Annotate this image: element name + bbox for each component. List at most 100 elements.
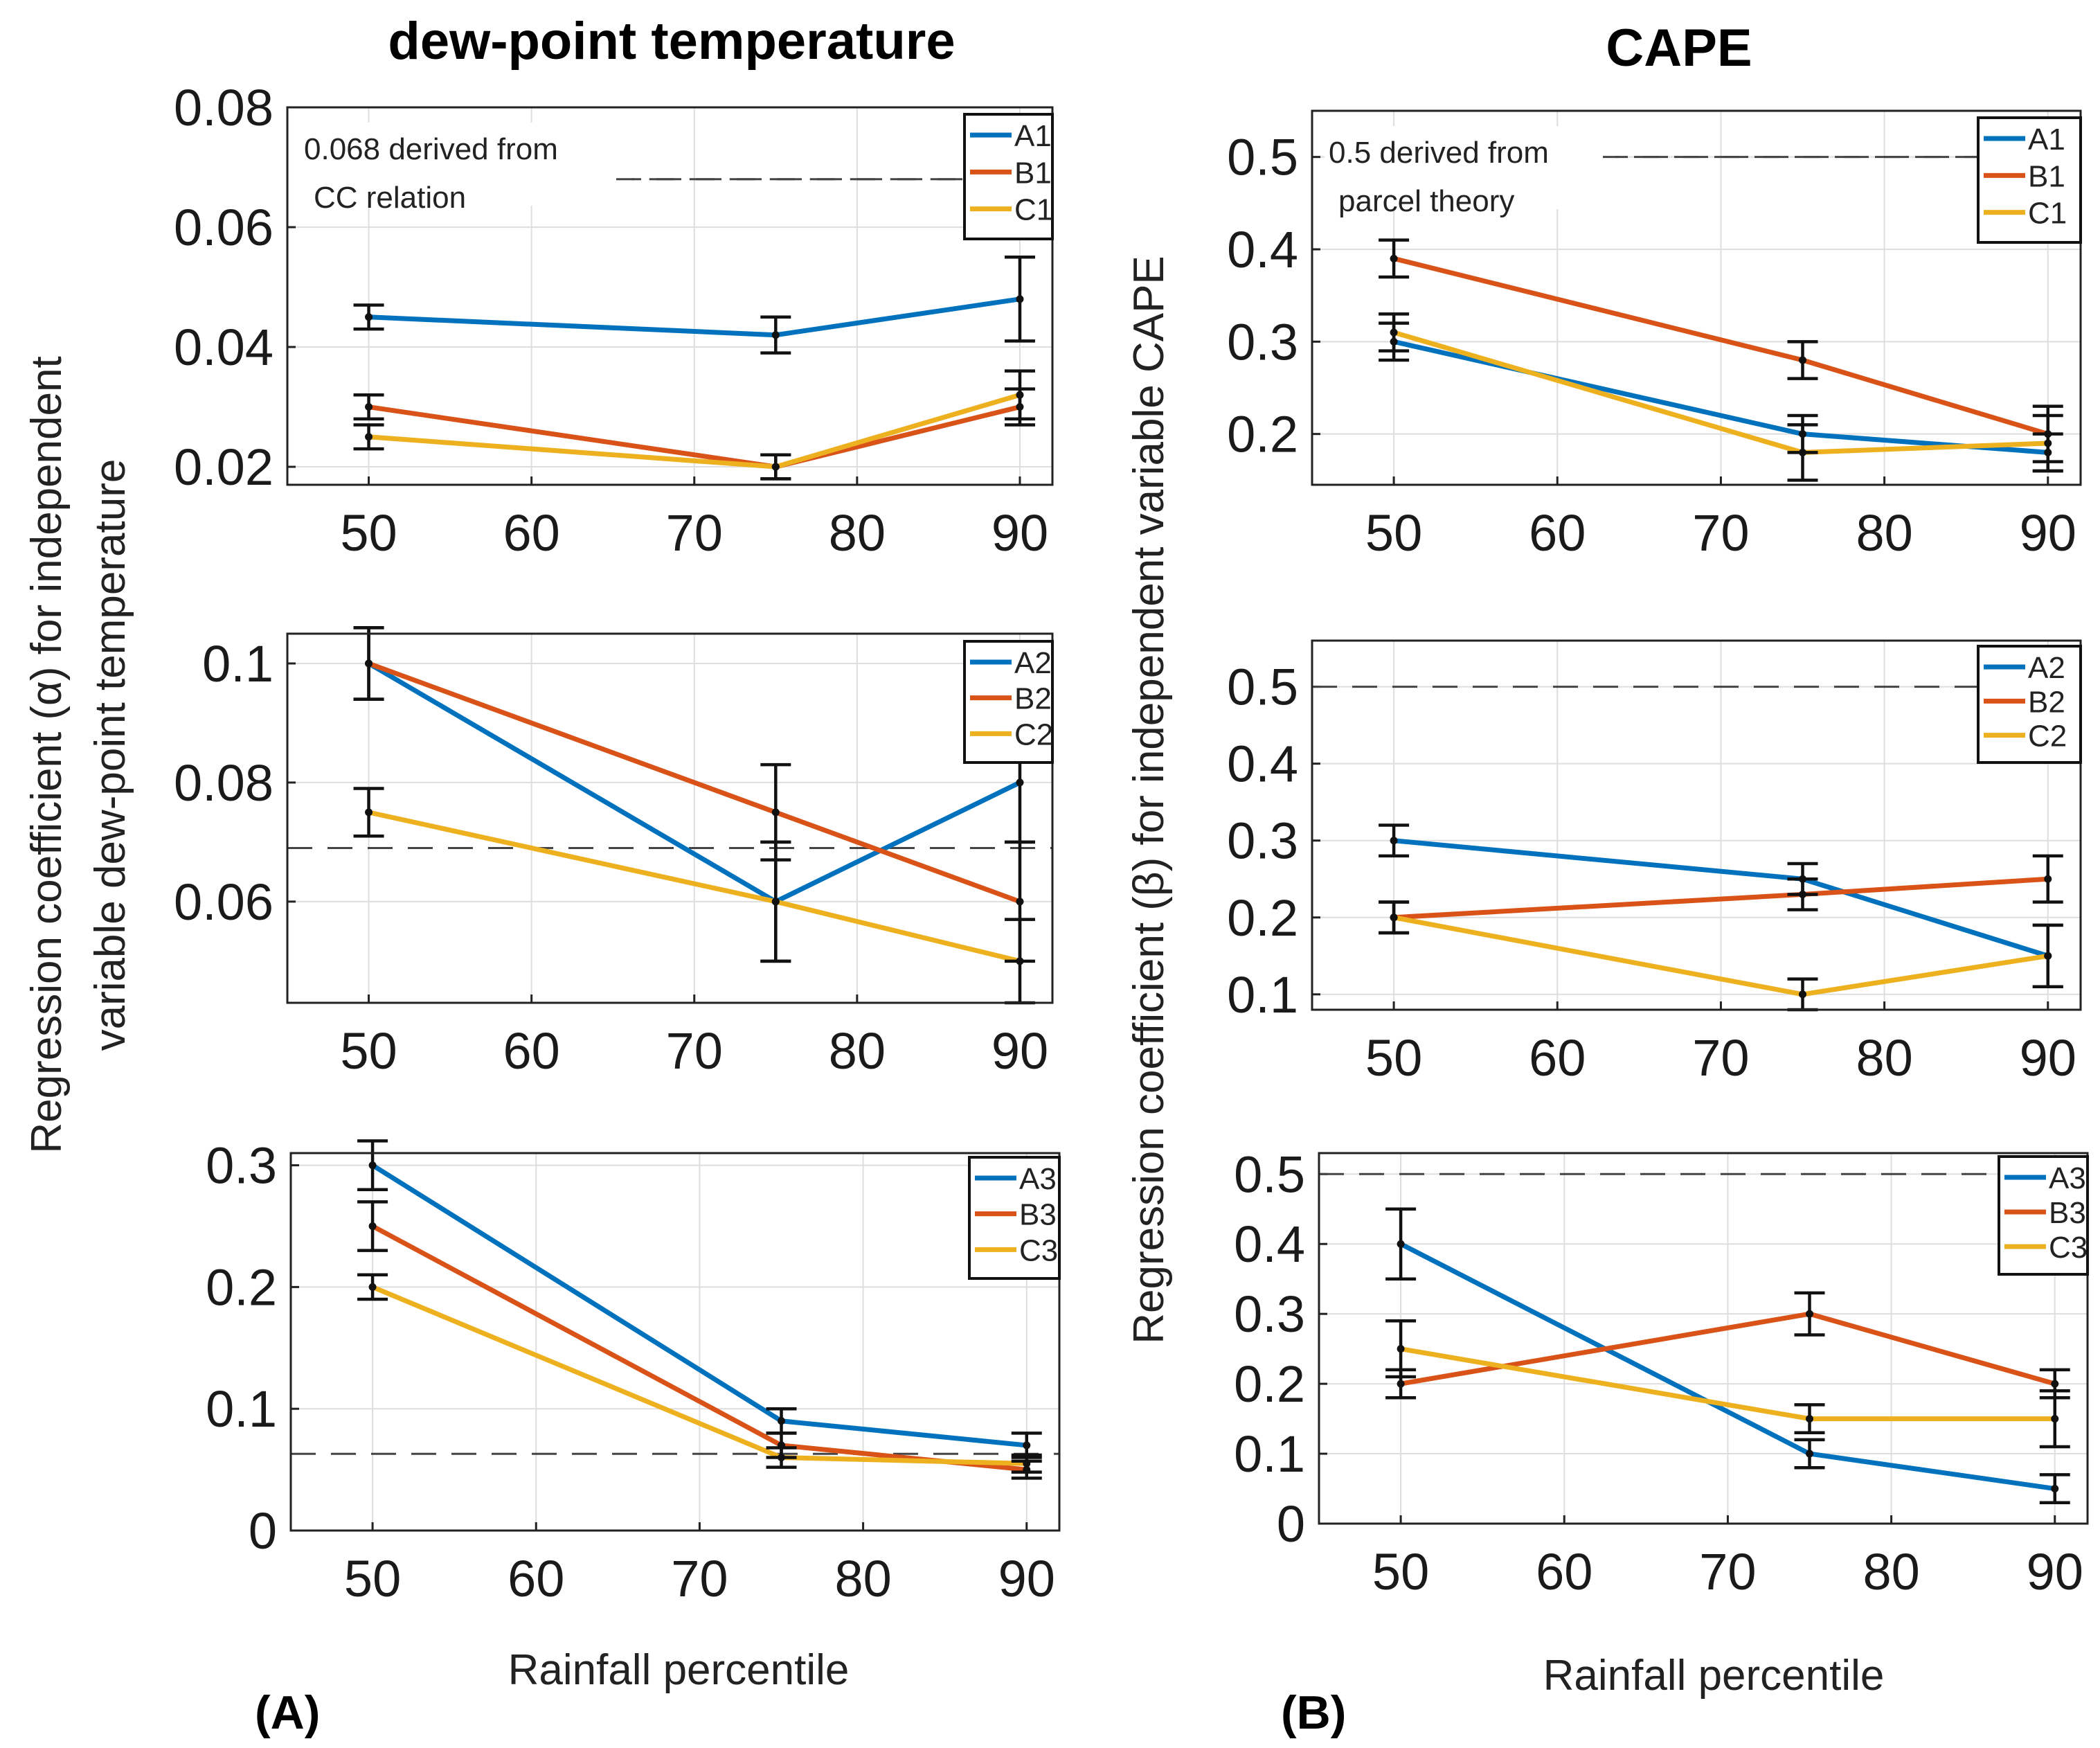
axes-frame	[1311, 639, 2082, 1011]
axes-frame	[286, 106, 1054, 486]
x-tick-label: 70	[666, 1022, 723, 1080]
data-point-A2	[1016, 778, 1024, 787]
data-point-A1	[771, 331, 780, 339]
legend-label-C1: C1	[2028, 197, 2067, 231]
y-tick-label: 0.4	[1234, 1215, 1305, 1273]
x-tick-label: 60	[1529, 1029, 1586, 1087]
y-tick-label: 0	[249, 1502, 277, 1560]
axes-frame	[1311, 109, 2082, 486]
x-tick-label: 60	[1529, 504, 1586, 562]
y-tick-label: 0.2	[1234, 1355, 1305, 1413]
x-tick-label: 80	[829, 504, 886, 562]
legend-label-B1: B1	[2028, 159, 2065, 193]
y-tick-label: 0.08	[174, 754, 273, 812]
axes-frame	[286, 632, 1054, 1004]
x-tick-label: 60	[503, 504, 560, 562]
legend-label-C2: C2	[1014, 717, 1053, 751]
panel-label-a: (A)	[255, 1686, 320, 1739]
subplots: 50 60 70 80 90 0.02 0.04 0.06 0.08 0.068 derived …	[174, 79, 2089, 1607]
y-tick-label: 0.1	[1227, 966, 1298, 1024]
x-tick-label: 90	[2020, 504, 2076, 562]
data-point-C1	[1390, 328, 1398, 337]
x-tick-label: 90	[998, 1550, 1055, 1607]
y-tick-label: 0	[1277, 1495, 1305, 1553]
panel-label-b: (B)	[1281, 1686, 1346, 1739]
x-tick-label: 50	[1372, 1543, 1429, 1600]
x-tick-label: 70	[1699, 1543, 1756, 1600]
annotation-text: 0.068 derived from	[304, 132, 558, 166]
y-tick-label: 0.02	[174, 438, 273, 496]
data-point-B3	[2051, 1380, 2059, 1388]
data-point-A1	[365, 313, 373, 321]
xlabel-dewpoint: Rainfall percentile	[508, 1646, 850, 1694]
x-tick-label: 90	[991, 504, 1048, 562]
data-point-B1	[1390, 254, 1398, 262]
x-tick-label: 80	[1856, 504, 1912, 562]
y-tick-label: 0.4	[1227, 221, 1298, 278]
annotation-text: CC relation	[314, 181, 466, 215]
y-tick-label: 0.4	[1227, 735, 1298, 793]
legend-label-A3: A3	[1019, 1162, 1057, 1196]
data-point-C1	[1799, 448, 1807, 456]
y-tick-label: 0.1	[206, 1380, 277, 1438]
data-point-A3	[368, 1161, 377, 1170]
data-point-C2	[1016, 957, 1024, 965]
y-tick-label: 0.3	[1227, 313, 1298, 371]
x-tick-label: 70	[666, 504, 723, 562]
y-tick-label: 0.3	[1234, 1285, 1305, 1343]
annotation-bg	[300, 123, 632, 206]
legend-label-A1: A1	[1014, 119, 1052, 153]
data-point-B2	[1016, 898, 1024, 906]
axes-frame	[289, 1152, 1061, 1532]
legend-label-B2: B2	[2028, 685, 2065, 719]
legend-label-C3: C3	[1019, 1233, 1058, 1267]
legend-label-A3: A3	[2049, 1161, 2086, 1195]
data-point-C1	[1016, 391, 1024, 399]
y-tick-label: 0.04	[174, 319, 273, 376]
x-tick-label: 70	[1692, 504, 1749, 562]
legend-label-B2: B2	[1014, 682, 1052, 716]
legend-label-C2: C2	[2028, 720, 2067, 753]
x-tick-label: 90	[991, 1022, 1048, 1080]
annotation-text: 0.5 derived from	[1329, 136, 1549, 170]
y-tick-label: 0.3	[206, 1137, 277, 1195]
ylabel-cape: Regression coefficient (β) for independe…	[1125, 256, 1173, 1344]
y-tick-label: 0.5	[1234, 1145, 1305, 1203]
x-tick-label: 50	[340, 504, 397, 562]
data-point-C2	[2044, 952, 2052, 960]
data-point-C3	[2051, 1415, 2059, 1423]
y-tick-label: 0.06	[174, 199, 273, 256]
x-tick-label: 50	[1365, 504, 1422, 562]
x-tick-label: 80	[1856, 1029, 1912, 1087]
data-point-A3	[778, 1417, 786, 1425]
data-point-C2	[1799, 990, 1807, 999]
x-tick-label: 50	[1365, 1029, 1422, 1087]
data-point-B2	[2044, 875, 2052, 883]
data-point-B2	[1799, 890, 1807, 898]
data-point-B3	[1806, 1310, 1814, 1318]
subplot-4: 50 60 70 80 90 0.2 0.3 0.4 0.5 0.5 derived from pa…	[1227, 109, 2082, 562]
data-point-C1	[365, 433, 373, 441]
y-tick-label: 0.2	[206, 1258, 277, 1316]
data-point-B3	[1397, 1380, 1405, 1388]
x-tick-label: 60	[503, 1022, 560, 1080]
x-tick-label: 90	[2027, 1543, 2083, 1600]
x-tick-label: 50	[340, 1022, 397, 1080]
x-tick-label: 50	[344, 1550, 401, 1607]
data-point-C3	[778, 1454, 786, 1462]
axes-frame	[1318, 1152, 2089, 1525]
x-tick-label: 60	[508, 1550, 564, 1607]
legend-label-A2: A2	[1014, 646, 1052, 680]
legend-label-B3: B3	[2049, 1196, 2086, 1230]
data-point-B2	[771, 808, 780, 817]
y-tick-label: 0.2	[1227, 889, 1298, 947]
legend-label-A1: A1	[2028, 123, 2065, 157]
y-tick-label: 0.08	[174, 79, 273, 136]
ylabel-dewpoint-line2: variable dew-point temperature	[87, 459, 134, 1051]
x-tick-label: 80	[829, 1022, 886, 1080]
title-dewpoint: dew-point temperature	[388, 12, 955, 71]
